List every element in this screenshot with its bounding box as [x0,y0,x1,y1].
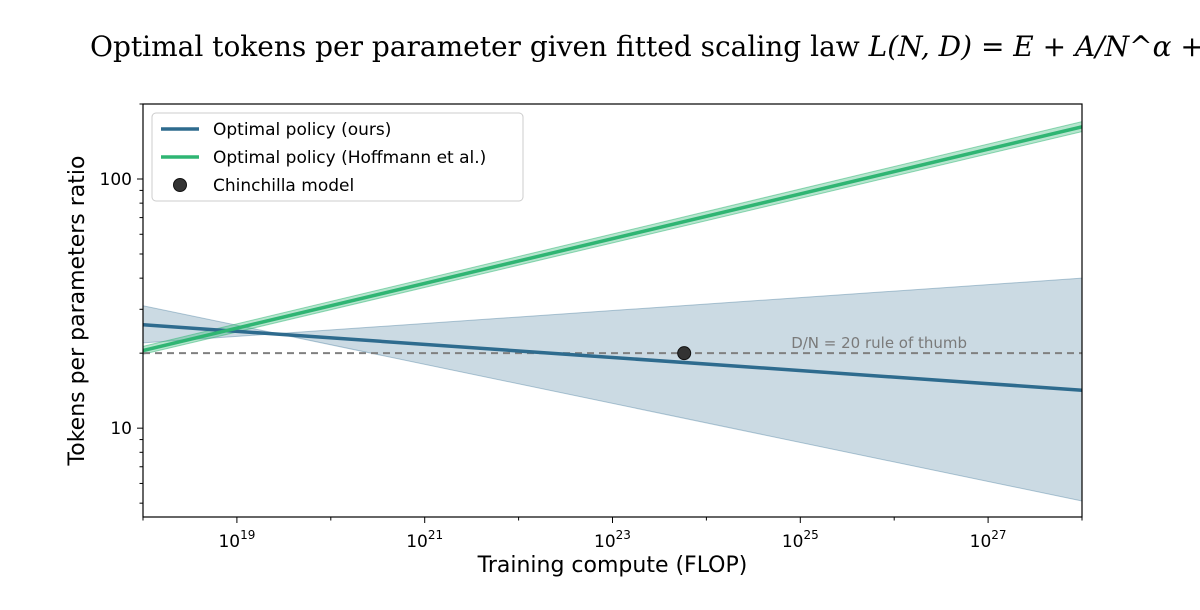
y-axis-label: Tokens per parameters ratio [65,156,90,467]
y-tick-label: 10 [110,419,132,439]
legend-box [151,112,524,202]
x-tick-label: 1019 [218,528,255,552]
x-tick-label: 1027 [970,528,1007,552]
series-band-ours [143,277,1082,502]
x-tick-label: 1023 [594,528,631,552]
x-axis-label: Training compute (FLOP) [477,553,748,578]
x-tick-label: 1025 [782,528,819,552]
x-tick-label: 1021 [406,528,443,552]
reference-line-label: D/N = 20 rule of thumb [791,334,967,352]
chinchilla-point [677,346,692,361]
plot-area [143,121,1082,502]
y-tick-label: 100 [100,170,132,190]
chart-title-formula: L(N, D) = E + A/N^α + B/D^β [868,30,1200,63]
series-line-hoffmann [143,125,1082,353]
series-line-ours [143,323,1082,392]
legend-swatch-chinchilla [173,178,187,192]
chart-title: Optimal tokens per parameter given fitte… [90,30,1200,63]
legend-label-chinchilla: Chinchilla model [213,176,354,196]
legend-label-hoffmann: Optimal policy (Hoffmann et al.) [213,148,486,168]
chart-title-text: Optimal tokens per parameter given fitte… [90,30,869,63]
legend-label-ours: Optimal policy (ours) [213,120,391,140]
